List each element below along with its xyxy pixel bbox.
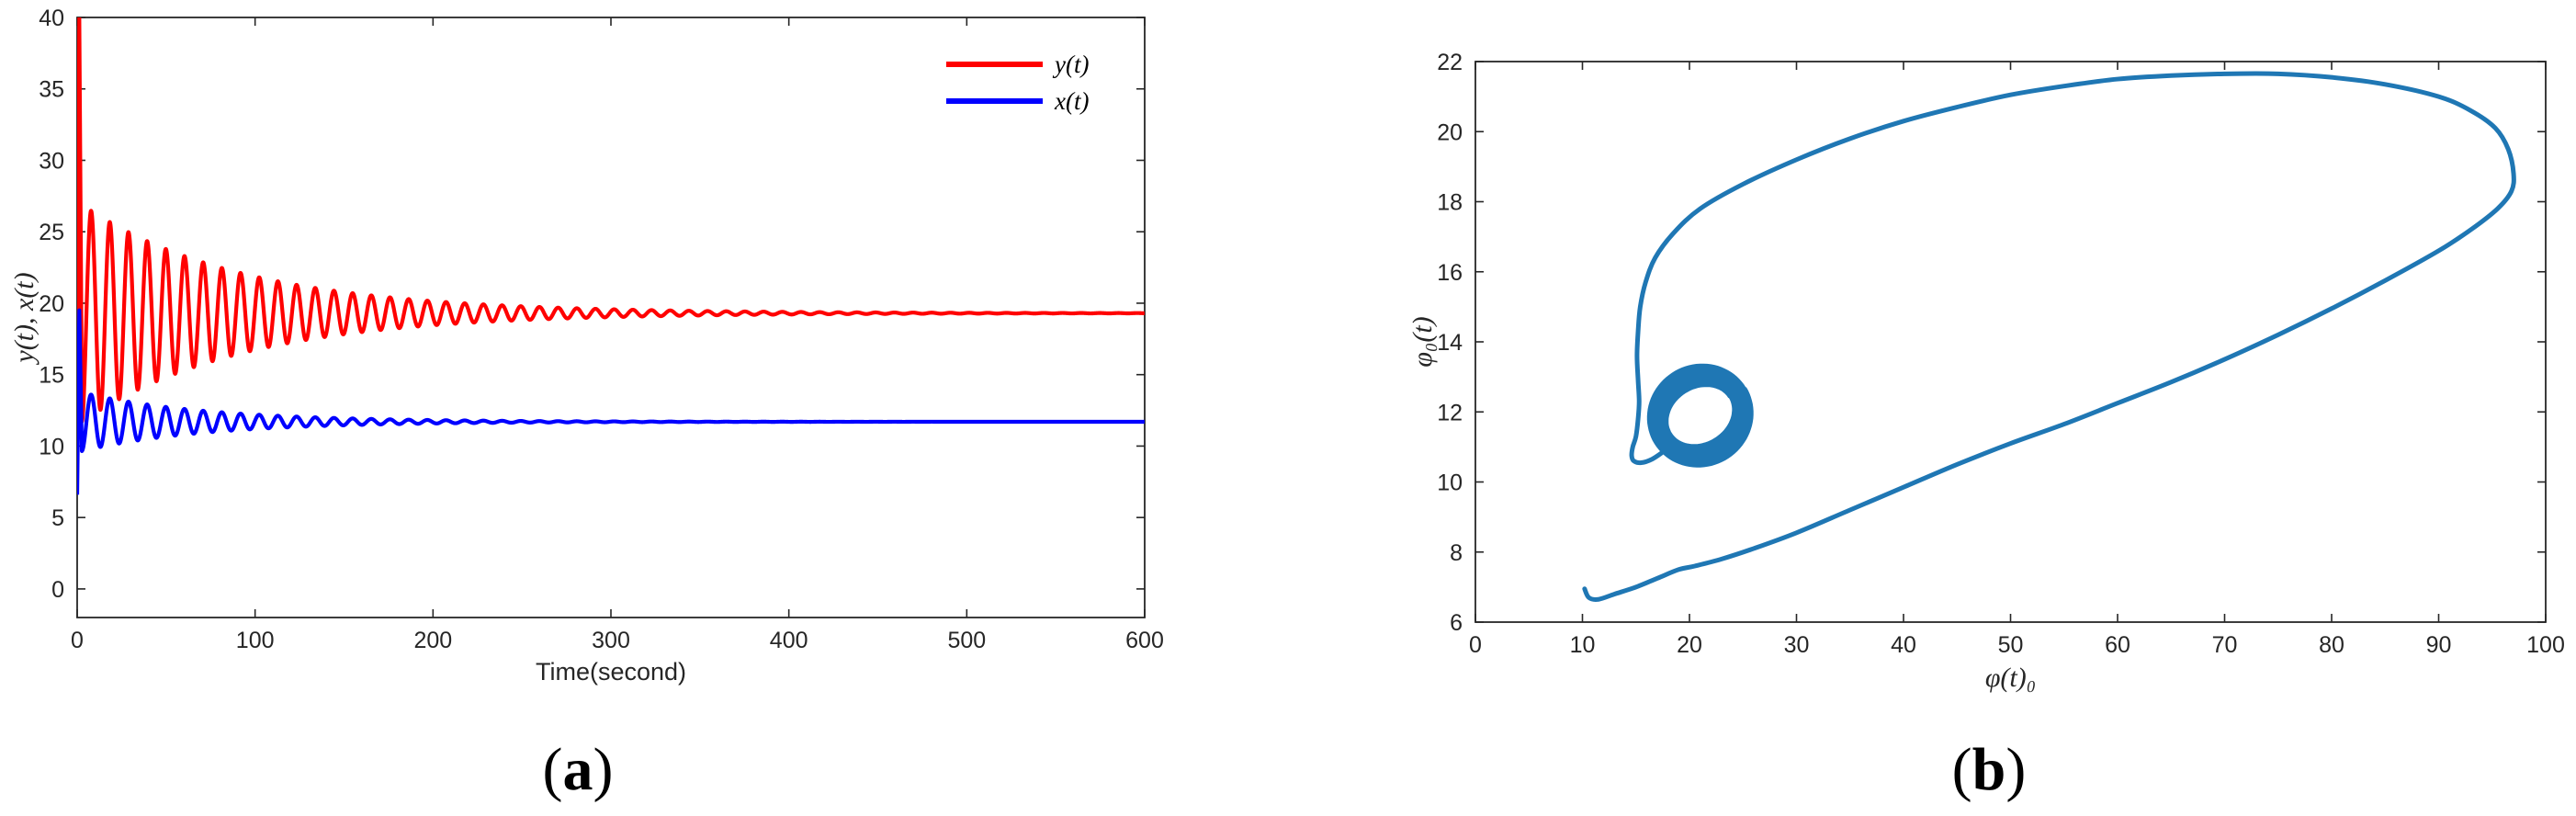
chart-a: 0 100 200 300 400 500 600 0 5 10 15 20 25 30 35 40 Time(… [9, 6, 1164, 686]
chart-a-xtick-label-5: 500 [947, 628, 986, 653]
chart-b-ytick-label-7: 20 [1437, 119, 1463, 145]
chart-b-trajectory-line [1582, 71, 2516, 602]
chart-a-legend: y(t) x(t) [946, 51, 1089, 115]
chart-b-xtick-label-8: 80 [2319, 632, 2344, 658]
chart-a-legend-label-1: x(t) [1054, 87, 1089, 115]
chart-b-xtick-label-7: 70 [2212, 632, 2238, 658]
panel-label-a-letter: a [563, 736, 593, 803]
chart-b-frame [1474, 61, 2547, 623]
chart-b-xtick-label-3: 30 [1784, 632, 1810, 658]
chart-a-ytick-label-6: 30 [39, 148, 64, 174]
chart-a-legend-label-0: y(t) [1052, 51, 1089, 78]
chart-a-xtick-label-1: 100 [236, 628, 275, 653]
chart-a-xlabel: Time(second) [536, 658, 686, 686]
chart-b-ytick-label-2: 10 [1437, 470, 1463, 496]
chart-b-attractor-spiral [1646, 363, 1754, 468]
chart-a-xtick-label-6: 600 [1125, 628, 1164, 653]
panel-label-b-letter: b [1972, 736, 2006, 803]
chart-b-ytick-label-1: 8 [1450, 540, 1463, 566]
chart-a-ytick-label-8: 40 [39, 6, 64, 31]
chart-b-xtick-label-6: 60 [2105, 632, 2130, 658]
chart-a-plot-area [77, 17, 1145, 495]
chart-a-ylabel: y(t), x(t) [9, 272, 40, 365]
panel-label-a-open: ( [543, 736, 563, 803]
chart-a-ytick-label-7: 35 [39, 77, 64, 103]
chart-a-xtick-label-3: 300 [592, 628, 630, 653]
chart-a-ytick-label-0: 0 [51, 577, 64, 603]
panel-label-b-close: ) [2005, 736, 2026, 803]
chart-b-ylabel: φ₀(t) [1407, 316, 1438, 367]
chart-a-ytick-label-4: 20 [39, 291, 64, 317]
chart-b-ytick-label-0: 6 [1450, 610, 1463, 636]
chart-a-ytick-label-3: 15 [39, 363, 64, 389]
chart-b-xlabel: φ(t)₀ [1985, 663, 2036, 693]
chart-b-xtick-label-1: 10 [1570, 632, 1596, 658]
chart-a-ytick-label-2: 10 [39, 434, 64, 459]
panel-label-b-open: ( [1952, 736, 1972, 803]
chart-a-xtick-label-2: 200 [413, 628, 452, 653]
chart-b-xtick-label-2: 20 [1677, 632, 1702, 658]
chart-b: 0 10 20 30 40 50 60 70 80 90 100 6 8 10 12 14 16 18 20 22 φ(… [1407, 50, 2565, 693]
chart-b-xtick-label-4: 40 [1891, 632, 1916, 658]
chart-b-xtick-label-0: 0 [1469, 632, 1482, 658]
chart-a-series-x-line [77, 308, 1145, 495]
chart-b-ytick-label-5: 16 [1437, 260, 1463, 286]
chart-a-xtick-label-0: 0 [71, 628, 84, 653]
panel-label-b: (b) [1952, 736, 2027, 803]
panel-label-a-close: ) [593, 736, 614, 803]
chart-b-ytick-label-6: 18 [1437, 190, 1463, 216]
chart-b-ytick-label-3: 12 [1437, 400, 1463, 425]
chart-b-xtick-label-5: 50 [1998, 632, 2024, 658]
chart-a-xtick-label-4: 400 [770, 628, 808, 653]
panel-label-a: (a) [543, 736, 614, 803]
chart-a-ytick-label-5: 25 [39, 220, 64, 245]
chart-a-series-y-line [77, 17, 1145, 447]
chart-b-xtick-label-9: 90 [2426, 632, 2452, 658]
chart-b-ytick-label-8: 22 [1437, 50, 1463, 75]
chart-a-ytick-label-1: 5 [51, 505, 64, 531]
chart-b-xtick-label-10: 100 [2526, 632, 2565, 658]
chart-b-ytick-label-4: 14 [1437, 330, 1463, 356]
